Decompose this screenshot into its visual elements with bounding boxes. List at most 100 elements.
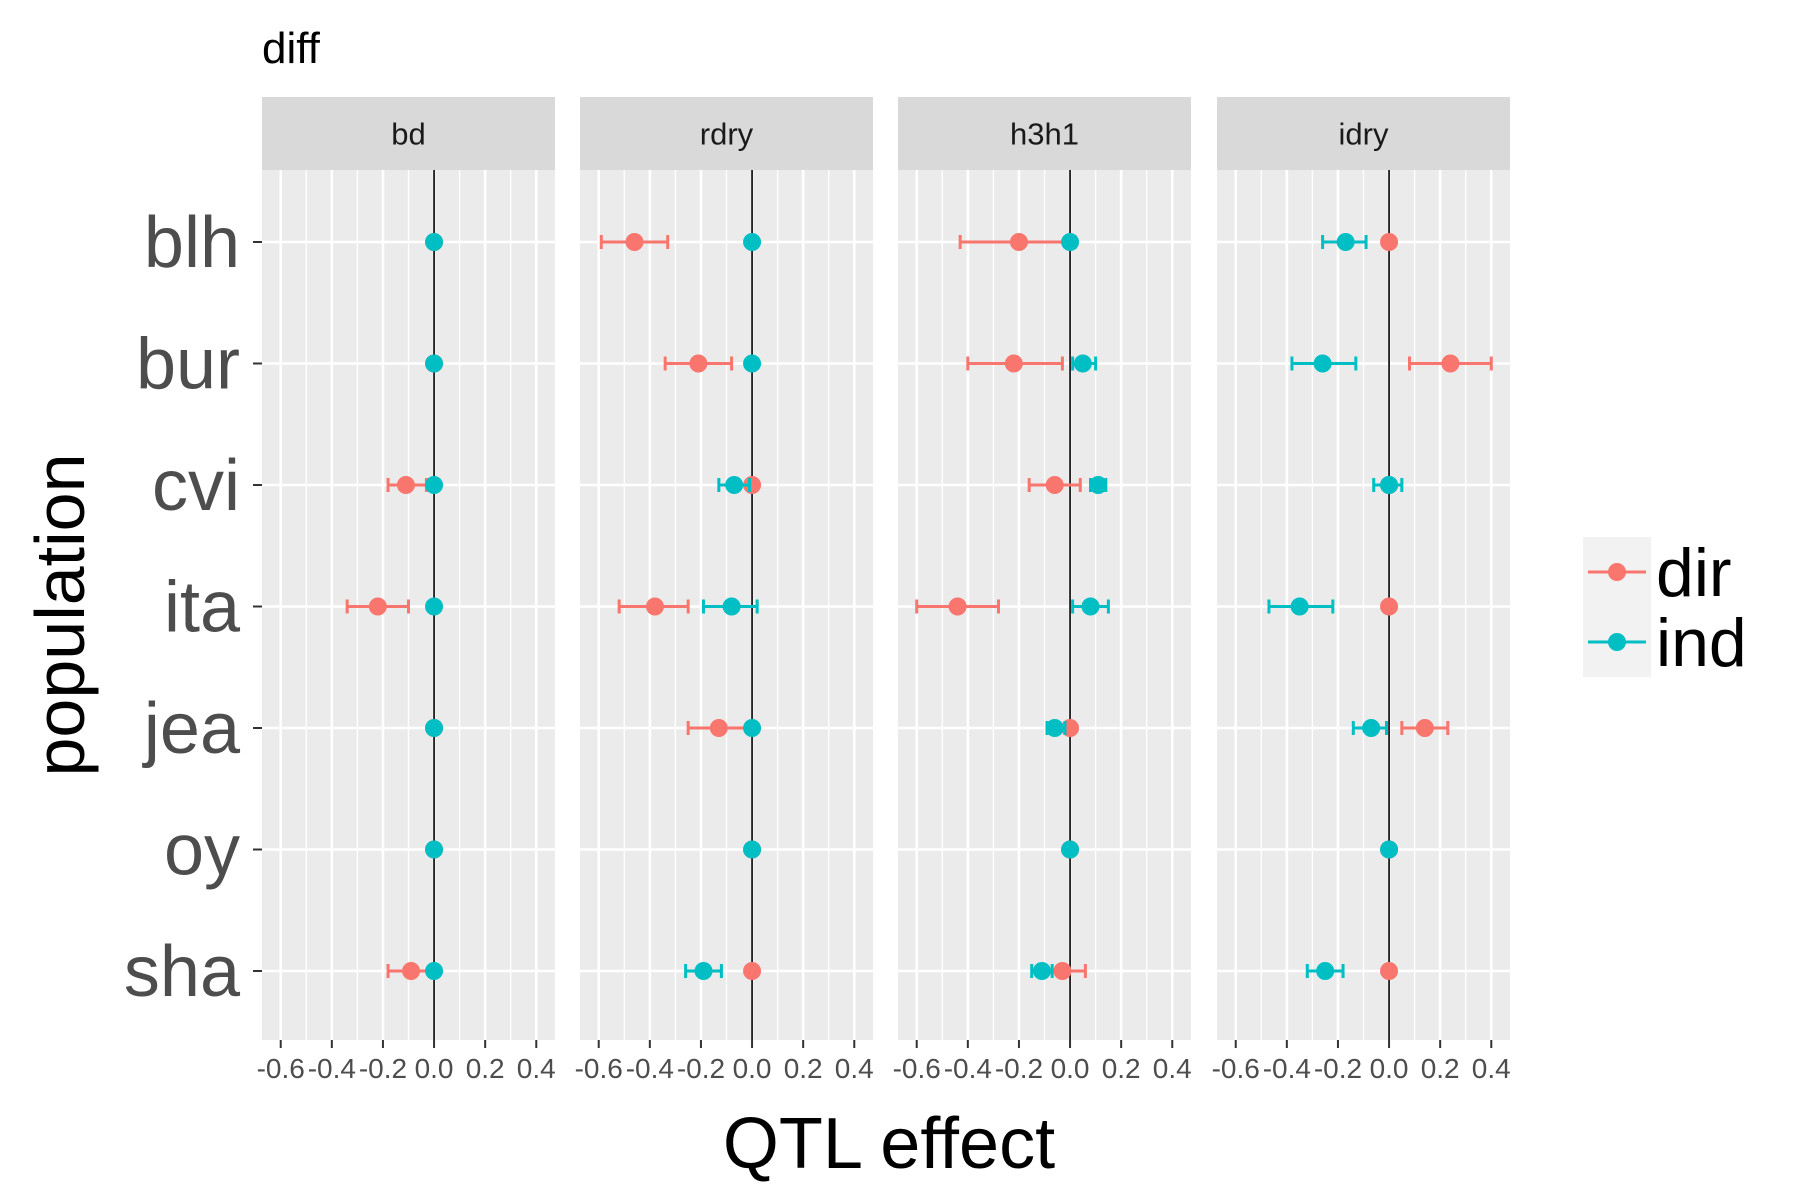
point-dir-ita: [368, 597, 387, 616]
facet-strip: [898, 97, 1191, 170]
legend-label: dir: [1656, 535, 1732, 611]
x-tick-label: -0.2: [677, 1053, 725, 1084]
point-dir-cvi: [396, 476, 415, 494]
point-dir-ita: [1380, 597, 1399, 616]
x-tick-label: -0.4: [1263, 1053, 1311, 1084]
facet-strip-label: rdry: [700, 117, 754, 152]
facet-strip-label: idry: [1339, 117, 1389, 152]
point-ind-bur: [425, 354, 444, 373]
point-ind-bur: [1313, 354, 1332, 373]
chart-title: diff: [262, 24, 321, 73]
point-ind-ita: [722, 597, 741, 616]
panel-h3h1: h3h1 -0.6 -0.4 -0.2 0.0 0.2 0.4: [893, 97, 1192, 1084]
y-tick-label: sha: [124, 932, 241, 1012]
x-tick-label: 0.4: [1472, 1053, 1511, 1084]
x-tick-label: 0.0: [415, 1053, 454, 1084]
point-ind-blh: [743, 233, 762, 251]
point-ind-sha: [694, 962, 713, 980]
x-tick-label: -0.6: [893, 1053, 941, 1084]
point-ind-cvi: [1380, 476, 1399, 494]
point-dir-bur: [1004, 354, 1023, 373]
x-tick-label: 0.0: [733, 1053, 772, 1084]
x-tick-label: 0.4: [1153, 1053, 1192, 1084]
x-tick-label: -0.4: [308, 1053, 356, 1084]
point-dir-bur: [1441, 354, 1460, 373]
point-ind-blh: [1336, 233, 1355, 251]
legend-item-dir: dir: [1588, 535, 1732, 611]
x-tick-label: -0.2: [359, 1053, 407, 1084]
point-ind-ita: [1290, 597, 1309, 616]
x-tick-label: -0.4: [944, 1053, 992, 1084]
panel-rdry: rdry -0.6 -0.4 -0.2 0.0 0.2 0.4: [575, 97, 874, 1084]
point-ind-oy: [1061, 840, 1080, 859]
point-ind-oy: [425, 840, 444, 859]
x-tick-label: -0.2: [995, 1053, 1043, 1084]
point-dir-sha: [1380, 962, 1399, 980]
point-ind-oy: [1380, 840, 1399, 859]
x-tick-label: -0.6: [257, 1053, 305, 1084]
y-tick-label: ita: [164, 568, 241, 648]
point-dir-blh: [625, 233, 644, 251]
point-ind-cvi: [1089, 476, 1108, 494]
legend-label: ind: [1656, 605, 1747, 681]
point-ind-bur: [743, 354, 762, 373]
facet-strip-label: h3h1: [1010, 117, 1079, 152]
legend-item-ind: ind: [1588, 605, 1747, 681]
point-ind-sha: [425, 962, 444, 980]
point-dir-sha: [1053, 962, 1072, 980]
x-tick-label: 0.2: [1102, 1053, 1141, 1084]
x-tick-label: -0.6: [575, 1053, 623, 1084]
point-dir-cvi: [743, 476, 762, 494]
point-dir-ita: [948, 597, 967, 616]
x-tick-label: -0.4: [626, 1053, 674, 1084]
point-ind-blh: [1061, 233, 1080, 251]
y-tick-label: jea: [142, 689, 241, 769]
point-dir-ita: [645, 597, 664, 616]
point-ind-jea: [1045, 719, 1064, 737]
point-ind-ita: [1081, 597, 1100, 616]
facet-strip: [1217, 97, 1510, 170]
point-ind-cvi: [425, 476, 444, 494]
x-tick-label: 0.0: [1051, 1053, 1090, 1084]
y-tick-label: cvi: [152, 446, 240, 526]
point-dir-cvi: [1045, 476, 1064, 494]
legend-key-point: [1608, 563, 1626, 581]
y-tick-label: bur: [136, 325, 240, 405]
point-ind-blh: [425, 233, 444, 251]
y-axis-label: population: [21, 453, 99, 776]
x-tick-label: 0.4: [517, 1053, 556, 1084]
x-tick-label: 0.2: [1421, 1053, 1460, 1084]
point-ind-jea: [1362, 719, 1381, 737]
point-dir-sha: [402, 962, 421, 980]
facet-strip: [580, 97, 873, 170]
x-axis-label: QTL effect: [723, 1104, 1055, 1184]
point-dir-sha: [743, 962, 762, 980]
point-ind-ita: [425, 597, 444, 616]
y-tick-label: blh: [144, 203, 240, 283]
point-ind-bur: [1073, 354, 1092, 373]
x-tick-label: 0.4: [835, 1053, 874, 1084]
point-ind-cvi: [725, 476, 744, 494]
point-dir-blh: [1009, 233, 1028, 251]
point-ind-oy: [743, 840, 762, 859]
point-ind-sha: [1316, 962, 1335, 980]
facet-strip: [262, 97, 555, 170]
facet-strip-label: bd: [391, 117, 425, 152]
x-tick-label: -0.6: [1212, 1053, 1260, 1084]
x-tick-label: -0.2: [1314, 1053, 1362, 1084]
point-dir-blh: [1380, 233, 1399, 251]
panel-idry: idry -0.6 -0.4 -0.2 0.0 0.2 0.4: [1212, 97, 1511, 1084]
legend-key-point: [1608, 633, 1626, 651]
point-dir-bur: [689, 354, 708, 373]
x-tick-label: 0.0: [1370, 1053, 1409, 1084]
x-tick-label: 0.2: [466, 1053, 505, 1084]
point-ind-jea: [425, 719, 444, 737]
point-dir-jea: [1415, 719, 1434, 737]
y-axis: blh bur cvi ita jea oy sha: [124, 203, 262, 1012]
point-dir-jea: [709, 719, 728, 737]
point-ind-sha: [1032, 962, 1051, 980]
x-tick-label: 0.2: [784, 1053, 823, 1084]
